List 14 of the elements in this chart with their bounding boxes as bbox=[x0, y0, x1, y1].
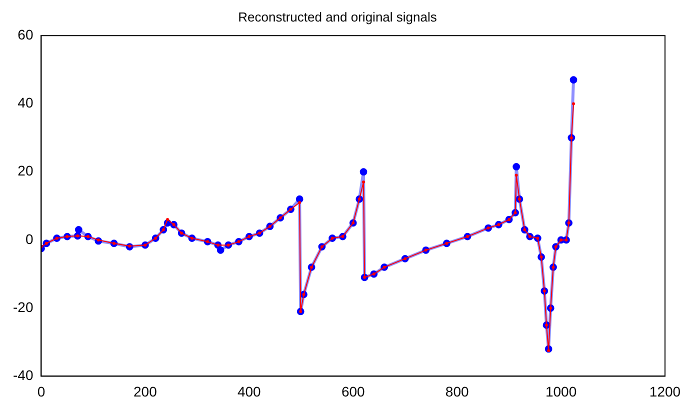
y-tick-label: 60 bbox=[18, 26, 34, 42]
x-tick-label: 1000 bbox=[545, 383, 577, 400]
chart-title: Reconstructed and original signals bbox=[238, 9, 438, 24]
x-tick-label: 600 bbox=[341, 383, 366, 400]
x-tick-label: 1200 bbox=[649, 383, 681, 400]
y-tick-label: -40 bbox=[13, 367, 34, 384]
y-tick-label: 20 bbox=[18, 162, 34, 179]
x-tick-label: 800 bbox=[445, 383, 469, 400]
y-tick-label: 0 bbox=[25, 230, 34, 247]
x-tick-label: 200 bbox=[134, 383, 158, 400]
x-tick-label: 0 bbox=[37, 383, 46, 400]
y-tick-label: -20 bbox=[13, 298, 34, 315]
x-tick-label: 400 bbox=[237, 383, 262, 400]
y-tick-label: 40 bbox=[18, 94, 34, 111]
